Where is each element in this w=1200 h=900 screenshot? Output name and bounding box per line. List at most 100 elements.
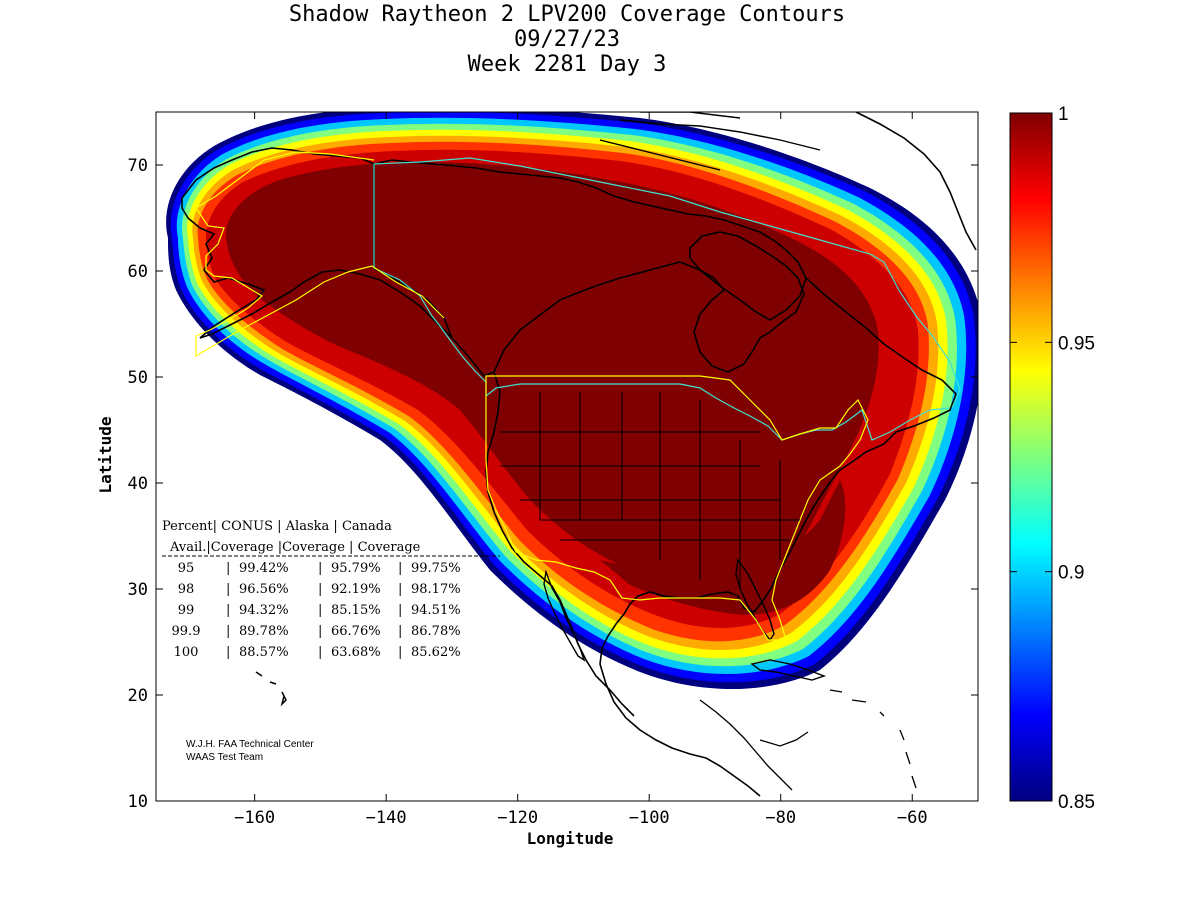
x-tick-label: −160	[234, 808, 275, 828]
stats-cell: 94.32%	[239, 603, 289, 618]
stats-sep: |	[398, 645, 402, 660]
alaska-service-boundary	[195, 151, 445, 358]
stats-sep: |	[226, 603, 230, 618]
stats-h1-conus: CONUS	[221, 519, 273, 534]
stats-percent: 95	[178, 561, 195, 576]
stats-h2-conus: Coverage	[211, 540, 274, 555]
stats-sep: |	[318, 645, 322, 660]
stats-cell: 85.62%	[411, 645, 461, 660]
stats-sep: |	[213, 519, 222, 534]
stats-cell: 92.19%	[331, 582, 381, 597]
stats-h1-canada: Canada	[342, 519, 392, 534]
stats-cell: 96.56%	[239, 582, 289, 597]
stats-cell: 94.51%	[411, 603, 461, 618]
stats-sep: |	[226, 561, 230, 576]
stats-sep: |	[226, 624, 230, 639]
stats-row: 95 | 99.42% | 95.79% | 99.75%	[178, 561, 461, 576]
y-tick-label: 20	[128, 686, 148, 706]
stats-sep: |	[274, 540, 283, 555]
stats-h1-percent: Percent	[162, 519, 213, 534]
y-tick-label: 30	[128, 580, 148, 600]
x-tick-label: −120	[497, 808, 538, 828]
stats-h1-alaska: Alaska	[285, 519, 330, 534]
stats-cell: 99.42%	[239, 561, 289, 576]
stats-percent: 98	[178, 582, 195, 597]
stats-sep: |	[398, 624, 402, 639]
contour-1-0-gulf	[600, 480, 846, 615]
y-tick-label: 40	[128, 474, 148, 494]
stats-h2-canada: Coverage	[358, 540, 421, 555]
stats-sep: |	[318, 603, 322, 618]
x-tick-label: −60	[897, 808, 928, 828]
us-canada-border	[373, 164, 951, 441]
x-tick-label: −80	[765, 808, 796, 828]
stats-row: 98 | 96.56% | 92.19% | 98.17%	[178, 582, 461, 597]
y-tick-label: 50	[128, 368, 148, 388]
stats-sep: |	[318, 582, 322, 597]
colorbar-tick-label: 0.85	[1058, 792, 1095, 813]
stats-sep: |	[226, 582, 230, 597]
stats-sep: |	[318, 561, 322, 576]
y-axis-label: Latitude	[96, 416, 115, 493]
colorbar-ticks: 0.85 0.9 0.95 1	[1010, 104, 1095, 813]
stats-cell: 86.78%	[411, 624, 461, 639]
chart-title: Shadow Raytheon 2 LPV200 Coverage Contou…	[288, 2, 846, 27]
stats-percent: 100	[174, 645, 199, 660]
y-tick-label: 70	[128, 156, 148, 176]
stats-sep: |	[398, 561, 402, 576]
canada-north-boundary	[373, 157, 961, 409]
stats-cell: 99.75%	[411, 561, 461, 576]
plot-frame	[155, 111, 979, 802]
stats-sep: |	[398, 603, 402, 618]
stats-sep: |	[206, 540, 210, 555]
stats-sep: |	[398, 582, 402, 597]
stats-rows: 95 | 99.42% | 95.79% | 99.75% 98 | 96.56% | 92.19% |…	[172, 561, 461, 660]
west-coast	[485, 371, 635, 717]
arctic-islands	[599, 112, 821, 171]
alaska-coastline	[181, 147, 453, 339]
stats-cell: 98.17%	[411, 582, 461, 597]
conus-service-boundary	[485, 375, 869, 641]
stats-table: Percent| CONUS | Alaska | Canada Avail.|…	[162, 519, 500, 660]
central-america	[699, 699, 809, 791]
stats-cell: 85.15%	[331, 603, 381, 618]
canada-coastline	[373, 159, 807, 377]
colorbar-tick-label: 1	[1058, 104, 1069, 125]
stats-cell: 63.68%	[331, 645, 381, 660]
x-tick-label: −140	[366, 808, 407, 828]
y-tick-label: 60	[128, 262, 148, 282]
stats-header-2: Avail.|Coverage |Coverage | Coverage	[169, 540, 421, 555]
stats-cell: 95.79%	[331, 561, 381, 576]
stats-percent: 99	[178, 603, 195, 618]
stats-row: 100 | 88.57% | 63.68% | 85.62%	[174, 645, 461, 660]
state-lines	[500, 392, 800, 590]
baja	[543, 569, 586, 662]
stats-cell: 89.78%	[239, 624, 289, 639]
stats-header-1: Percent| CONUS | Alaska | Canada	[162, 519, 392, 534]
hudson-bay	[689, 231, 805, 373]
stats-h2-avail: Avail.	[169, 540, 206, 555]
y-tick-label: 10	[128, 792, 148, 812]
x-axis-label: Longitude	[527, 829, 614, 848]
stats-row: 99.9 | 89.78% | 66.76% | 86.78%	[172, 624, 461, 639]
colorbar	[1009, 112, 1053, 802]
stats-cell: 88.57%	[239, 645, 289, 660]
stats-sep: |	[329, 519, 342, 534]
stats-row: 99 | 94.32% | 85.15% | 94.51%	[178, 603, 461, 618]
colorbar-tick-label: 0.9	[1058, 563, 1084, 584]
stats-sep: |	[273, 519, 286, 534]
chart-week-day: Week 2281 Day 3	[467, 52, 667, 77]
greenland	[855, 112, 977, 251]
x-tick-label: −100	[629, 808, 670, 828]
caribbean-islands	[829, 689, 917, 789]
stats-percent: 99.9	[172, 624, 201, 639]
stats-cell: 66.76%	[331, 624, 381, 639]
stats-sep: |	[318, 624, 322, 639]
colorbar-tick-label: 0.95	[1058, 333, 1095, 354]
stats-sep: |	[345, 540, 358, 555]
east-coast	[599, 277, 957, 797]
stats-h2-alaska: Coverage	[282, 540, 345, 555]
map-outlines	[181, 112, 977, 797]
credit-line-2: WAAS Test Team	[186, 752, 263, 763]
